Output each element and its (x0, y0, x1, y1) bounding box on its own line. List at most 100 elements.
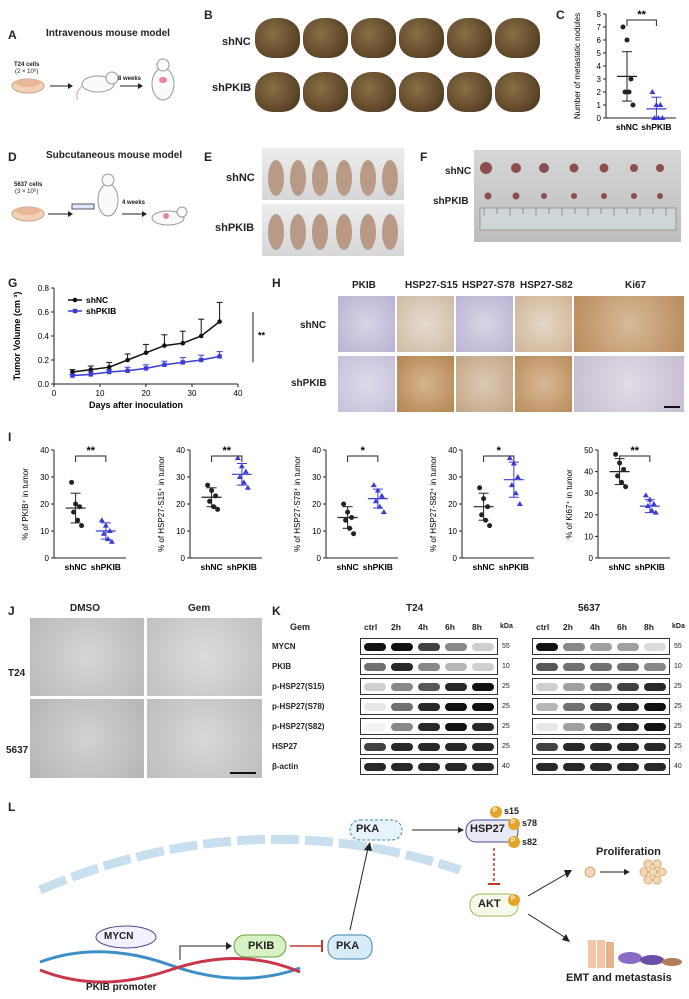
y-tick-label: 0.2 (38, 356, 50, 365)
lung-image (255, 18, 300, 58)
lung-image (447, 18, 492, 58)
mw-label: 25 (502, 723, 510, 730)
data-point (650, 501, 657, 506)
l-hsp27: HSP27 (470, 823, 505, 835)
protein-label: β-actin (272, 762, 299, 771)
protein-band (445, 723, 467, 731)
protein-band (644, 723, 666, 731)
protein-band (590, 643, 612, 651)
panel-letter-i: I (8, 430, 12, 444)
protein-band (445, 643, 467, 651)
protein-band (617, 763, 639, 771)
y-tick-label: 40 (448, 446, 457, 455)
scale-bar (664, 406, 680, 408)
protein-band (617, 663, 639, 671)
panel-letter-l: L (8, 800, 16, 814)
panel-letter-j: J (8, 604, 15, 618)
panel-a-time: 8 weeks (118, 76, 142, 82)
protein-band (364, 663, 386, 671)
data-point (108, 538, 115, 544)
blot-strip (532, 758, 670, 775)
cell-image (147, 699, 262, 778)
y-tick-label: 10 (176, 527, 185, 536)
data-point (341, 501, 347, 507)
lane-label: 6h (445, 622, 455, 632)
x-tick-label: shNC (608, 562, 630, 572)
protein-band (617, 703, 639, 711)
chart-g: 0.0 0.2 0.4 0.6 0.8 0 10 20 30 40 Days after inocu… (12, 284, 266, 410)
ihc-image (456, 356, 513, 412)
data-point (70, 373, 75, 378)
mw-label: 55 (674, 643, 682, 650)
panel-f-row1: shNC (445, 166, 472, 177)
protein-band (472, 743, 494, 751)
protein-band (391, 683, 413, 691)
protein-band (391, 743, 413, 751)
significance-bracket (75, 455, 107, 462)
protein-band (391, 643, 413, 651)
y-tick-label: 4 (597, 62, 602, 71)
l-s15: s15 (504, 806, 520, 816)
significance-bracket (211, 455, 243, 462)
protein-band (563, 763, 585, 771)
panel-b-row2: shPKIB (212, 82, 252, 94)
protein-band (590, 683, 612, 691)
panel-h-row2: shPKIB (291, 378, 327, 389)
y-tick-label: 0 (317, 554, 322, 563)
protein-band (617, 743, 639, 751)
y-tick-label: 0.4 (38, 332, 50, 341)
panel-h-row1: shNC (300, 320, 327, 331)
data-point (242, 468, 249, 474)
lane-label: 2h (563, 622, 573, 632)
panel-k-cell2: 5637 (578, 603, 601, 614)
lane-label: 8h (644, 622, 654, 632)
y-tick-label: 0 (589, 554, 594, 563)
protein-band (563, 663, 585, 671)
mice-photo-shpkib (262, 204, 404, 256)
data-point (508, 482, 515, 488)
mw-label: 25 (502, 703, 510, 710)
protein-band (472, 663, 494, 671)
protein-band (536, 683, 558, 691)
data-point (652, 509, 659, 515)
panel-letter-f: F (420, 150, 428, 164)
y-tick-label: 10 (448, 527, 457, 536)
protein-band (364, 703, 386, 711)
protein-band (445, 763, 467, 771)
protein-band (563, 703, 585, 711)
protein-band (391, 723, 413, 731)
data-point (477, 485, 483, 491)
data-point (380, 509, 387, 515)
panel-j-col2: Gem (188, 603, 211, 614)
data-point (180, 360, 185, 365)
protein-band (590, 703, 612, 711)
protein-band (445, 683, 467, 691)
panel-a-cells: T24 cells (14, 62, 40, 68)
l-pkib: PKIB (248, 940, 275, 952)
western-blot: Gem ctrl 2h 4h 6h 8h kDa ctrl 2h 4h 6h 8h kDa MYCN 55 5… (272, 618, 686, 778)
lane-label: 2h (391, 622, 401, 632)
y-axis-label: % of PKIB⁺ in tumor (21, 468, 30, 540)
l-p3: P (511, 838, 516, 844)
y-tick-label: 30 (584, 489, 593, 498)
subcutaneous-schematic (11, 173, 188, 226)
l-mycn: MYCN (104, 931, 134, 942)
hsp27-node (465, 819, 519, 843)
protein-band (445, 743, 467, 751)
protein-band (590, 723, 612, 731)
x-tick-label: shPKIB (635, 562, 665, 572)
ihc-col-4: HSP27-S82 (520, 280, 573, 291)
y-axis-label: % of HSP27-S78⁺ in tumor (293, 456, 302, 552)
dna-strand (39, 950, 301, 980)
data-point (626, 89, 632, 95)
panel-letter-b: B (204, 8, 213, 22)
ihc-image (456, 296, 513, 352)
data-point (75, 517, 81, 523)
panel-letter-d: D (8, 150, 17, 164)
blot-strip (360, 718, 498, 735)
panel-b-row1: shNC (222, 36, 251, 48)
lane-label: ctrl (536, 622, 550, 632)
ihc-image (397, 296, 454, 352)
data-point (370, 482, 377, 488)
protein-band (536, 663, 558, 671)
